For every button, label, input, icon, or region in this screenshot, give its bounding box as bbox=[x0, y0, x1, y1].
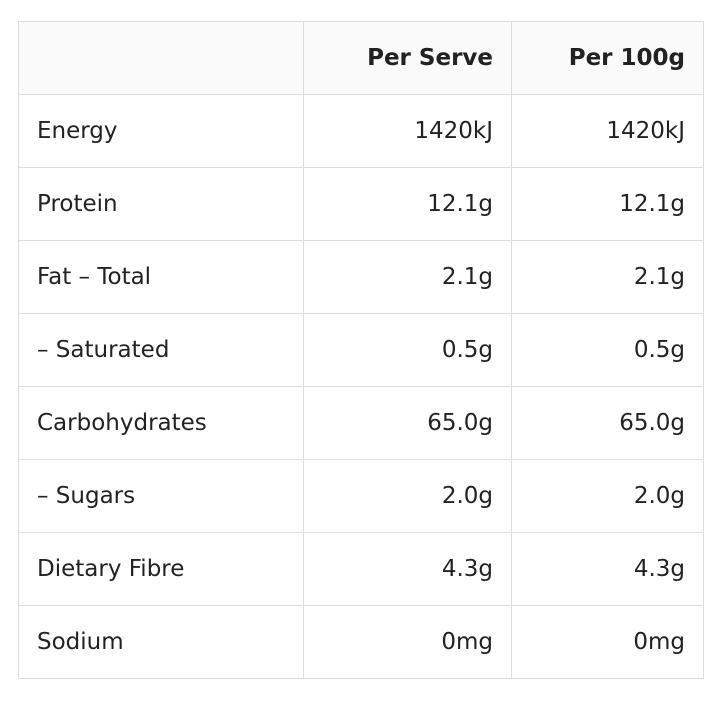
value-cell: 0mg bbox=[511, 605, 704, 679]
table-row: – Sugars 2.0g 2.0g bbox=[18, 459, 704, 533]
value-cell: 1420kJ bbox=[511, 94, 704, 168]
header-row: Per Serve Per 100g bbox=[18, 21, 704, 95]
value-cell: 4.3g bbox=[303, 532, 512, 606]
nutrient-cell: Sodium bbox=[18, 605, 304, 679]
nutrition-table: Per Serve Per 100g Energy 1420kJ 1420kJ Prot… bbox=[18, 21, 704, 679]
table-row: Fat – Total 2.1g 2.1g bbox=[18, 240, 704, 314]
table-row: Sodium 0mg 0mg bbox=[18, 605, 704, 679]
value-cell: 12.1g bbox=[511, 167, 704, 241]
table-row: Energy 1420kJ 1420kJ bbox=[18, 94, 704, 168]
value-cell: 4.3g bbox=[511, 532, 704, 606]
value-cell: 1420kJ bbox=[303, 94, 512, 168]
value-cell: 65.0g bbox=[511, 386, 704, 460]
nutrient-cell: – Saturated bbox=[18, 313, 304, 387]
value-cell: 65.0g bbox=[303, 386, 512, 460]
table-row: Protein 12.1g 12.1g bbox=[18, 167, 704, 241]
nutrient-cell: – Sugars bbox=[18, 459, 304, 533]
value-cell: 12.1g bbox=[303, 167, 512, 241]
nutrient-cell: Fat – Total bbox=[18, 240, 304, 314]
nutrient-cell: Carbohydrates bbox=[18, 386, 304, 460]
table-row: Carbohydrates 65.0g 65.0g bbox=[18, 386, 704, 460]
value-cell: 0.5g bbox=[511, 313, 704, 387]
nutrient-cell: Dietary Fibre bbox=[18, 532, 304, 606]
value-cell: 2.0g bbox=[303, 459, 512, 533]
nutrient-cell: Energy bbox=[18, 94, 304, 168]
value-cell: 2.0g bbox=[511, 459, 704, 533]
column-header: Per Serve bbox=[303, 21, 512, 95]
value-cell: 2.1g bbox=[303, 240, 512, 314]
value-cell: 2.1g bbox=[511, 240, 704, 314]
table-row: – Saturated 0.5g 0.5g bbox=[18, 313, 704, 387]
table-body: Energy 1420kJ 1420kJ Protein 12.1g 12.1g Fat –… bbox=[18, 94, 704, 679]
value-cell: 0.5g bbox=[303, 313, 512, 387]
empty-header bbox=[18, 21, 304, 95]
column-header: Per 100g bbox=[511, 21, 704, 95]
table-row: Dietary Fibre 4.3g 4.3g bbox=[18, 532, 704, 606]
nutrient-cell: Protein bbox=[18, 167, 304, 241]
value-cell: 0mg bbox=[303, 605, 512, 679]
